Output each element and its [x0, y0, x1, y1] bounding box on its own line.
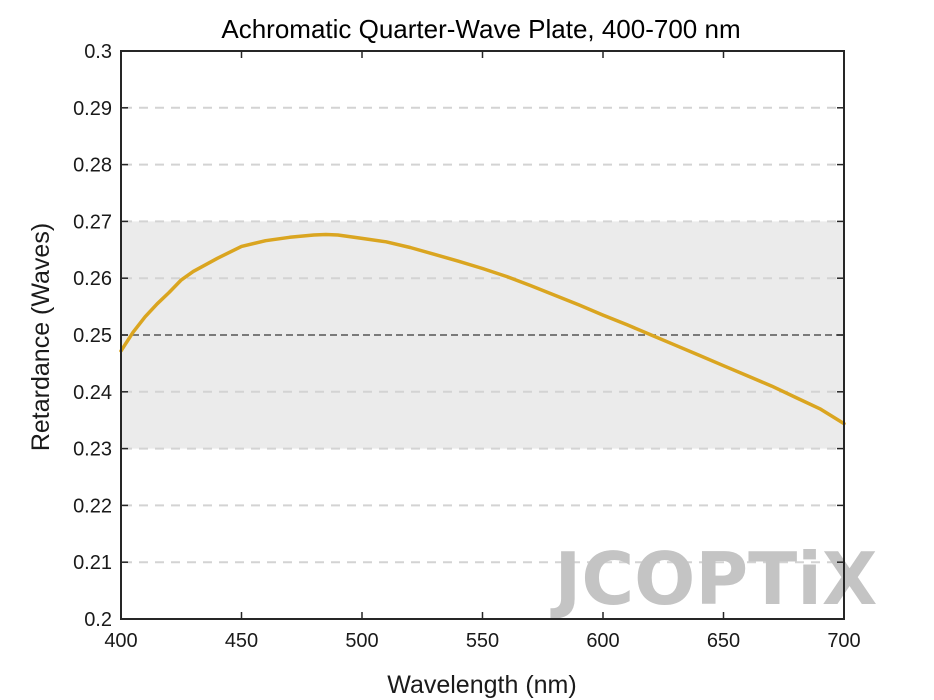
watermark-logo: JCOPTiX	[550, 537, 878, 621]
x-tick-label: 600	[586, 630, 619, 652]
tolerance-band	[121, 221, 844, 449]
y-axis-label: Retardance (Waves)	[27, 223, 55, 451]
x-tick-label: 450	[225, 630, 258, 652]
series-line	[119, 232, 846, 426]
y-tick-label: 0.22	[73, 495, 112, 517]
y-tick-label: 0.27	[73, 211, 112, 233]
y-tick-label: 0.3	[84, 41, 112, 63]
y-tick-label: 0.2	[84, 609, 112, 631]
x-tick-label: 500	[345, 630, 378, 652]
y-tick-label: 0.26	[73, 268, 112, 290]
y-tick-label: 0.25	[73, 325, 112, 347]
y-tick-label: 0.23	[73, 439, 112, 461]
x-tick-label: 650	[707, 630, 740, 652]
x-tick-label: 700	[827, 630, 860, 652]
x-tick-label: 400	[104, 630, 137, 652]
y-tick-label: 0.29	[73, 98, 112, 120]
y-tick-label: 0.28	[73, 155, 112, 177]
x-axis-label: Wavelength (nm)	[387, 671, 576, 699]
x-tick-label: 550	[466, 630, 499, 652]
y-tick-label: 0.24	[73, 382, 112, 404]
chart-title: Achromatic Quarter-Wave Plate, 400-700 n…	[221, 14, 740, 44]
y-tick-label: 0.21	[73, 552, 112, 574]
